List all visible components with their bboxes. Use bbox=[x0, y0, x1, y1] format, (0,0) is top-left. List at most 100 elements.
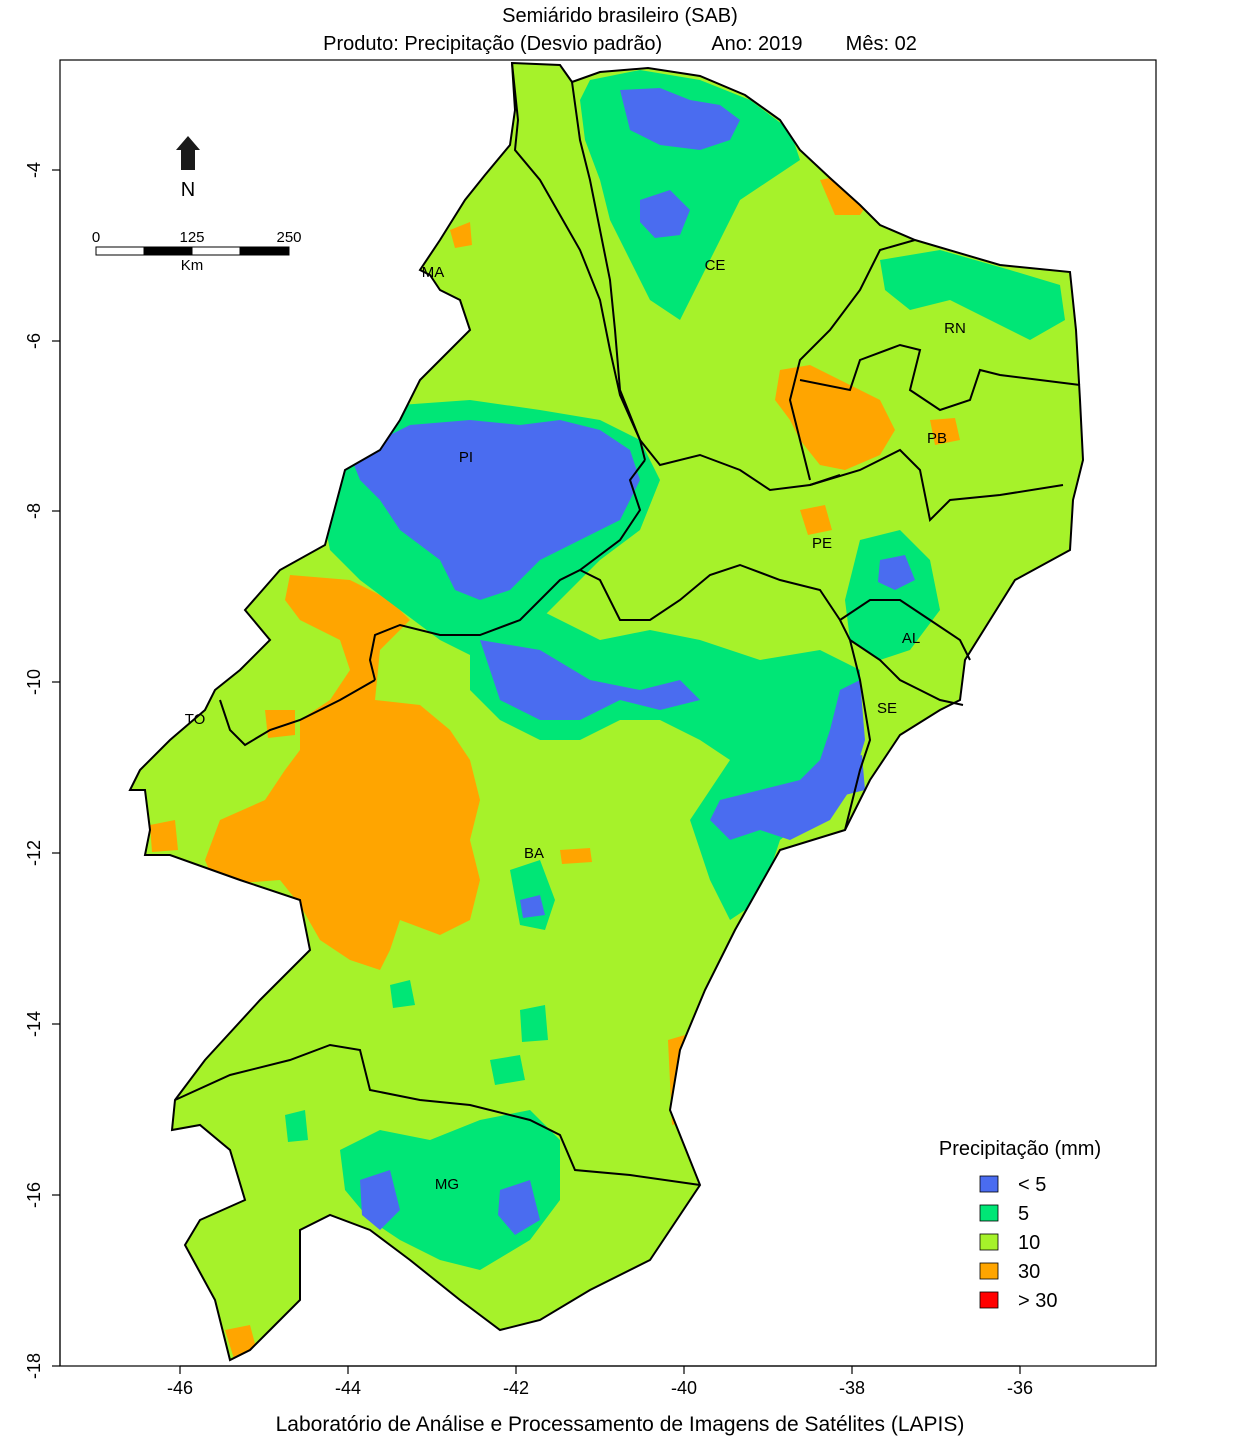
state-borders bbox=[174, 62, 1081, 1186]
x-tick-label: -46 bbox=[167, 1378, 193, 1398]
border-ba-mg bbox=[174, 1043, 701, 1186]
map-title: Semiárido brasileiro (SAB) bbox=[502, 5, 738, 27]
scale-bar: 0 125 250 Km bbox=[92, 229, 302, 274]
orange-zone-ma bbox=[450, 222, 472, 248]
state-label: TO bbox=[185, 711, 206, 728]
orange-zone-bahia-west bbox=[205, 575, 480, 970]
year-label: Ano: 2019 bbox=[711, 33, 803, 55]
border-pe-ba bbox=[579, 563, 851, 641]
orange-zone-pb-small bbox=[930, 418, 960, 445]
y-tick-label: -14 bbox=[24, 1011, 44, 1037]
north-label: N bbox=[181, 179, 195, 201]
border-pe-al bbox=[839, 599, 971, 661]
state-label: RN bbox=[944, 320, 966, 337]
y-tick-label: -12 bbox=[24, 840, 44, 866]
legend-label: < 5 bbox=[1018, 1174, 1046, 1196]
y-axis bbox=[52, 169, 61, 1367]
border-to-ba bbox=[219, 679, 376, 747]
y-tick-label: -8 bbox=[24, 503, 44, 519]
green-zone-rn bbox=[880, 250, 1065, 340]
legend-label: 10 bbox=[1018, 1232, 1040, 1254]
x-tick-label: -36 bbox=[1007, 1378, 1033, 1398]
border-al-se bbox=[849, 639, 964, 706]
state-label: SE bbox=[877, 700, 897, 717]
map-subtitle: Produto: Precipitação (Desvio padrão) An… bbox=[0, 33, 1240, 56]
scale-label: 0 bbox=[92, 229, 100, 246]
blue-zone-ba-north bbox=[480, 640, 700, 720]
y-tick-label: -10 bbox=[24, 669, 44, 695]
state-label: MA bbox=[422, 264, 445, 281]
legend-label: > 30 bbox=[1018, 1290, 1057, 1312]
legend-swatch bbox=[979, 1175, 999, 1193]
green-zone-pe-al bbox=[845, 530, 940, 660]
blue-zone-ba-east bbox=[710, 680, 865, 840]
border-pi-ba bbox=[368, 459, 646, 681]
green-zone-ba-spot3 bbox=[490, 1055, 525, 1085]
north-arrow-icon bbox=[176, 136, 200, 170]
class-lt5-areas bbox=[350, 88, 915, 1235]
border-ce-rn bbox=[788, 239, 916, 481]
orange-zone-ba-center bbox=[560, 848, 592, 864]
x-tick-label: -38 bbox=[839, 1378, 865, 1398]
state-label: MG bbox=[435, 1176, 459, 1193]
legend-title: Precipitação (mm) bbox=[939, 1138, 1101, 1160]
class-30-areas bbox=[150, 175, 960, 1360]
x-tick-labels: -46 -44 -42 -40 -38 -36 bbox=[167, 1378, 1033, 1398]
x-axis bbox=[179, 1365, 1021, 1374]
blue-zone-pe bbox=[878, 555, 915, 590]
footer-credit: Laboratório de Análise e Processamento d… bbox=[275, 1413, 965, 1436]
green-zone-mg bbox=[340, 1110, 560, 1270]
state-label: BA bbox=[524, 845, 544, 862]
green-zone-ba-spot1 bbox=[390, 980, 415, 1008]
y-tick-labels: -4 -6 -8 -10 -12 -14 -16 -18 bbox=[24, 162, 44, 1379]
blue-zone-mg bbox=[360, 1170, 400, 1230]
green-zone-ba-spot2 bbox=[520, 1005, 548, 1042]
month-label: Mês: 02 bbox=[845, 33, 917, 55]
x-tick-label: -42 bbox=[503, 1378, 529, 1398]
precipitation-raster bbox=[130, 63, 1083, 1360]
legend: Precipitação (mm) < 5 5 10 30 > 30 bbox=[939, 1138, 1101, 1312]
state-label: PE bbox=[812, 535, 832, 552]
scale-unit: Km bbox=[181, 257, 204, 274]
legend-swatch bbox=[979, 1291, 999, 1309]
state-label: PI bbox=[459, 449, 473, 466]
orange-zone-ba-sw bbox=[150, 820, 178, 852]
blue-zone-mg-east bbox=[498, 1180, 540, 1235]
border-pb-pe bbox=[809, 448, 1064, 523]
scale-segment bbox=[95, 246, 145, 256]
blue-zone-pi bbox=[350, 420, 640, 600]
legend-label: 5 bbox=[1018, 1203, 1029, 1225]
scale-segment bbox=[191, 246, 241, 256]
north-arrow: N bbox=[176, 136, 200, 201]
legend-swatch bbox=[979, 1204, 999, 1222]
blue-zone-ce-north bbox=[620, 88, 740, 150]
border-rn-pb bbox=[799, 343, 1081, 412]
scale-segment bbox=[239, 246, 290, 256]
x-tick-label: -44 bbox=[335, 1378, 361, 1398]
scale-label: 250 bbox=[276, 229, 301, 246]
state-labels: MA CE RN PB PI PE AL SE TO BA MG bbox=[185, 257, 966, 1193]
y-tick-label: -6 bbox=[24, 333, 44, 349]
state-label: AL bbox=[902, 630, 920, 647]
y-tick-label: -4 bbox=[24, 162, 44, 178]
scale-segment bbox=[143, 246, 193, 256]
orange-zone-pe-small bbox=[800, 505, 832, 535]
y-tick-label: -18 bbox=[24, 1353, 44, 1379]
green-zone-mg-west bbox=[285, 1110, 308, 1142]
blue-zone-ce-west bbox=[640, 190, 690, 238]
orange-zone-to bbox=[265, 710, 295, 738]
scale-label: 125 bbox=[179, 229, 204, 246]
border-se-ba bbox=[844, 639, 872, 831]
y-tick-label: -16 bbox=[24, 1182, 44, 1208]
orange-zone-pe-pb bbox=[775, 365, 895, 470]
legend-swatch bbox=[979, 1233, 999, 1251]
state-label: CE bbox=[705, 257, 726, 274]
border-ce-west bbox=[571, 81, 621, 391]
orange-zone-ce-coast bbox=[820, 175, 870, 215]
state-label: PB bbox=[927, 430, 947, 447]
x-tick-label: -40 bbox=[671, 1378, 697, 1398]
border-ma-pi bbox=[511, 62, 646, 461]
legend-label: 30 bbox=[1018, 1261, 1040, 1283]
blue-zone-ba-center bbox=[520, 895, 545, 918]
